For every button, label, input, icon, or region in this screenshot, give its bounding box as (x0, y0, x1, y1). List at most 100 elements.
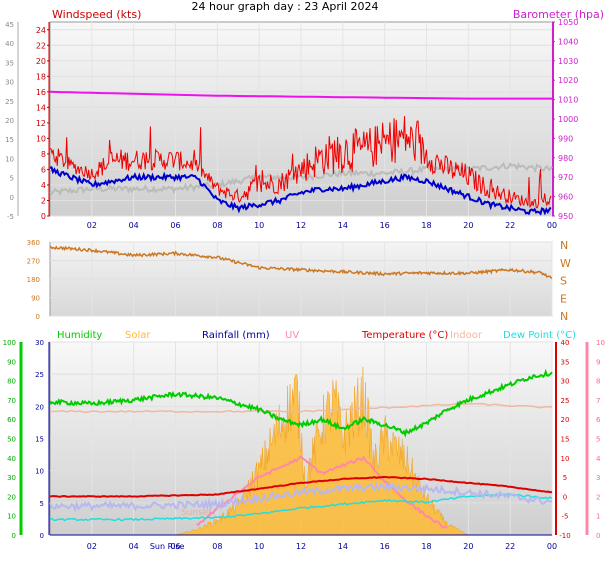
humidity-tick-label: 20 (7, 493, 16, 501)
windspeed-tick-label: 24 (36, 26, 46, 35)
windspeed-tick-label: 14 (36, 103, 46, 112)
sunset-annotation: Sunset (181, 508, 212, 518)
barometer-line (49, 90, 552, 100)
windspeed-tick-label: 18 (36, 72, 46, 81)
direction-panel-grid (50, 241, 553, 317)
outer-tick-label: 40 (5, 40, 14, 48)
outer-tick-label: 20 (5, 117, 14, 125)
x-tick-label: 20 (463, 542, 473, 551)
humidity-tick-label: 90 (7, 358, 16, 366)
temperature-line (49, 475, 553, 498)
legend-label: Indoor (450, 330, 483, 341)
humidity-tick-label: 50 (7, 436, 16, 444)
temperature-tick-label: -10 (559, 532, 570, 540)
uv-line (196, 455, 448, 529)
uv-tick-label: 5 (596, 436, 600, 444)
uv-tick-label: 7 (596, 397, 600, 405)
barometer-tick-label: 1040 (558, 37, 578, 46)
wind-panel-axes: 242220181614121086420454035302520151050-… (5, 18, 578, 230)
legend-label: Temperature (°C) (361, 330, 448, 341)
uv-tick-label: 0 (596, 532, 600, 540)
x-tick-label: Sun Rise (150, 542, 185, 551)
x-tick-label: 10 (254, 542, 264, 551)
x-tick-label: 10 (254, 221, 264, 230)
x-tick-label: 14 (338, 221, 348, 230)
x-tick-label: 22 (505, 542, 515, 551)
temperature-tick-label: 0 (563, 493, 567, 501)
barometer-tick-label: 1000 (558, 115, 578, 124)
rainfall-tick-label: 25 (35, 371, 44, 379)
weather-panel-axes: 1009080706050403020100302520151050403530… (3, 339, 605, 551)
indoor-temperature-line (49, 402, 553, 413)
temperature-tick-label: 25 (561, 397, 570, 405)
x-tick-label: 08 (212, 542, 222, 551)
compass-label: W (560, 257, 571, 270)
x-tick-label: 02 (87, 542, 97, 551)
uv-tick-label: 10 (596, 339, 605, 347)
x-tick-label: 02 (87, 221, 97, 230)
temperature-tick-label: 30 (561, 378, 570, 386)
barometer-tick-label: 970 (558, 173, 573, 182)
humidity-tick-label: 100 (3, 339, 16, 347)
wind-average-line (49, 166, 552, 216)
x-tick-label: 12 (296, 542, 306, 551)
rainfall-tick-label: 0 (40, 532, 44, 540)
direction-tick-label: 270 (27, 258, 40, 266)
legend-label: Humidity (57, 330, 102, 341)
uv-tick-label: 4 (596, 455, 601, 463)
humidity-tick-label: 30 (7, 474, 16, 482)
x-tick-label: 20 (463, 221, 473, 230)
x-tick-label: 12 (296, 221, 306, 230)
compass-label: N (560, 239, 568, 252)
humidity-tick-label: 80 (7, 378, 16, 386)
barometer-axis-label: Barometer (hpa) (513, 8, 604, 21)
humidity-tick-label: 0 (12, 532, 16, 540)
barometer-tick-label: 950 (558, 212, 573, 221)
rainfall-tick-label: 30 (35, 339, 44, 347)
temperature-tick-label: 5 (563, 474, 567, 482)
rainfall-tick-label: 15 (35, 436, 44, 444)
temperature-tick-label: 15 (561, 436, 570, 444)
outer-tick-label: 35 (5, 59, 14, 67)
temperature-tick-label: -5 (562, 513, 569, 521)
wind-gust-line (49, 116, 552, 209)
compass-label: E (560, 292, 567, 305)
humidity-tick-label: 40 (7, 455, 16, 463)
rainfall-tick-label: 20 (35, 403, 44, 411)
outer-tick-label: 5 (10, 175, 14, 183)
x-tick-label: 14 (338, 542, 348, 551)
outer-tick-label: 0 (10, 194, 14, 202)
legend-label: Rainfall (mm) (202, 330, 270, 341)
wind-panel-series (49, 90, 553, 216)
chart-title: 24 hour graph day : 23 April 2024 (192, 0, 379, 13)
compass-label: S (560, 275, 567, 288)
x-tick-label: 22 (505, 221, 515, 230)
compass-label: N (560, 310, 568, 323)
uv-tick-label: 9 (596, 358, 600, 366)
rainfall-tick-label: 5 (40, 500, 44, 508)
rainfall-tick-label: 10 (35, 468, 44, 476)
barometer-tick-label: 980 (558, 154, 573, 163)
windspeed-tick-label: 22 (36, 41, 46, 50)
x-tick-label: 04 (129, 542, 139, 551)
windspeed-tick-label: 20 (36, 57, 46, 66)
x-tick-label: 18 (421, 542, 431, 551)
x-tick-label: 06 (170, 542, 180, 551)
barometer-tick-label: 1050 (558, 18, 578, 27)
windspeed-tick-label: 12 (36, 119, 46, 128)
uv-tick-label: 6 (596, 416, 601, 424)
barometer-tick-label: 1030 (558, 57, 578, 66)
feels-like-line (49, 480, 552, 513)
uv-tick-label: 3 (596, 474, 600, 482)
legend-label: Solar (125, 330, 151, 341)
x-tick-label: 16 (380, 542, 390, 551)
humidity-tick-label: 10 (7, 513, 16, 521)
windspeed-tick-label: 6 (41, 165, 46, 174)
temperature-tick-label: 35 (561, 358, 570, 366)
barometer-tick-label: 1020 (558, 76, 578, 85)
barometer-tick-label: 990 (558, 134, 573, 143)
outer-tick-label: 10 (5, 155, 14, 163)
outer-tick-label: 15 (5, 136, 14, 144)
